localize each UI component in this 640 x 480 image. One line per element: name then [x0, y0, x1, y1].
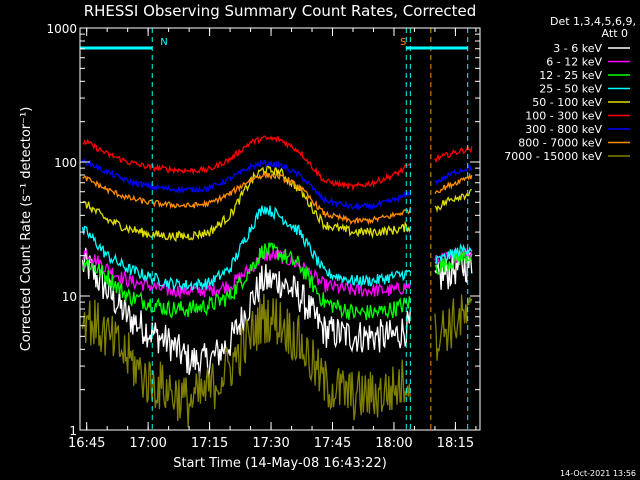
legend-header-2: Att 0	[602, 27, 628, 40]
legend-label: 6 - 12 keV	[546, 56, 602, 69]
timestamp: 14-Oct-2021 13:56	[560, 469, 636, 478]
x-tick-label: 17:45	[314, 436, 351, 451]
legend-label: 50 - 100 keV	[532, 96, 602, 109]
flag-label: S	[400, 37, 406, 48]
legend-label: 25 - 50 keV	[539, 83, 602, 96]
series-line-300-800-kev	[81, 158, 473, 212]
y-tick-label: 100	[54, 156, 77, 170]
y-tick-label: 10	[62, 290, 77, 304]
legend-label: 3 - 6 keV	[553, 42, 602, 55]
x-tick-label: 18:00	[375, 436, 412, 451]
legend-header-1: Det 1,3,4,5,6,9,	[550, 15, 636, 28]
x-tick-label: 16:45	[68, 436, 105, 451]
plot-frame	[79, 27, 481, 431]
legend-label: 800 - 7000 keV	[518, 137, 602, 150]
x-tick-label: 17:15	[191, 436, 228, 451]
y-axis-label: Corrected Count Rate (s⁻¹ detector⁻¹)	[19, 107, 34, 352]
x-tick-label: 17:30	[252, 436, 289, 451]
series-line-100-300-kev	[82, 135, 473, 192]
series-line-7000-15000-kev	[81, 293, 473, 428]
flag-label: N	[160, 37, 167, 48]
series-line-25-50-kev	[81, 205, 472, 292]
legend-label: 300 - 800 keV	[525, 123, 602, 136]
axis-layer: 16:45 17:00 17:15 17:30 17:45 18:00 18:15 1 10 10…	[46, 22, 480, 451]
legend-label: 100 - 300 keV	[525, 110, 602, 123]
y-tick-label: 1	[69, 424, 77, 438]
y-tick-label: 1000	[46, 22, 77, 36]
x-tick-label: 18:15	[437, 436, 474, 451]
legend-label: 12 - 25 keV	[539, 69, 602, 82]
legend-label: 7000 - 15000 keV	[504, 150, 602, 163]
series-layer	[81, 135, 473, 428]
series-line-50-100-kev	[82, 164, 472, 243]
series-line-800-7000-kev	[82, 170, 473, 226]
x-axis-label: Start Time (14-May-08 16:43:22)	[173, 456, 387, 471]
chart-title: RHESSI Observing Summary Count Rates, Co…	[84, 2, 477, 20]
x-tick-label: 17:00	[129, 436, 166, 451]
